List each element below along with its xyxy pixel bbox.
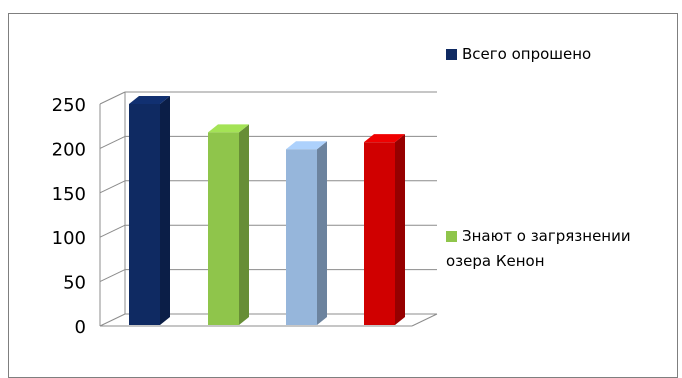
gridline-slant-250 [99, 91, 126, 105]
chart-area [8, 13, 678, 378]
bar-side-4 [395, 134, 405, 325]
bar-side-1 [160, 96, 170, 325]
y-tick-label: 200 [52, 139, 86, 160]
bars [129, 96, 405, 325]
bar-top-4 [364, 134, 405, 143]
floor-right-edge [411, 313, 438, 327]
legend-swatch-total [446, 49, 457, 60]
gridline-slant-50 [99, 269, 126, 283]
legend-label-aware: Знают о загрязнении озера Кенон [446, 227, 631, 270]
bar-3 [286, 149, 317, 325]
y-tick-label: 250 [52, 95, 86, 116]
y-tick-label: 0 [75, 317, 86, 338]
legend-label-total: Всего опрошено [462, 45, 592, 63]
bar-top-1 [129, 96, 170, 104]
bar-top-3 [286, 141, 327, 150]
gridline-slant-150 [99, 180, 126, 194]
bar-top-2 [208, 124, 249, 133]
gridline-slant-100 [99, 224, 126, 238]
y-tick-label: 50 [63, 273, 86, 294]
bar-4 [364, 142, 395, 325]
gridline-slant-0 [99, 313, 126, 327]
legend-swatch-aware [446, 231, 457, 242]
bar-side-2 [239, 124, 249, 325]
axes [99, 92, 438, 327]
y-axis-ticks: 0 50 100 150 200 250 [52, 95, 86, 338]
gridline-slant-200 [99, 135, 126, 149]
y-tick-label: 150 [52, 184, 86, 205]
legend-item-total: Всего опрошено [446, 42, 591, 67]
bar-1 [129, 104, 160, 325]
bar-side-3 [317, 141, 327, 325]
bar-2 [208, 132, 239, 325]
y-tick-label: 100 [52, 228, 86, 249]
legend-item-aware: Знают о загрязнении озера Кенон [446, 224, 676, 274]
